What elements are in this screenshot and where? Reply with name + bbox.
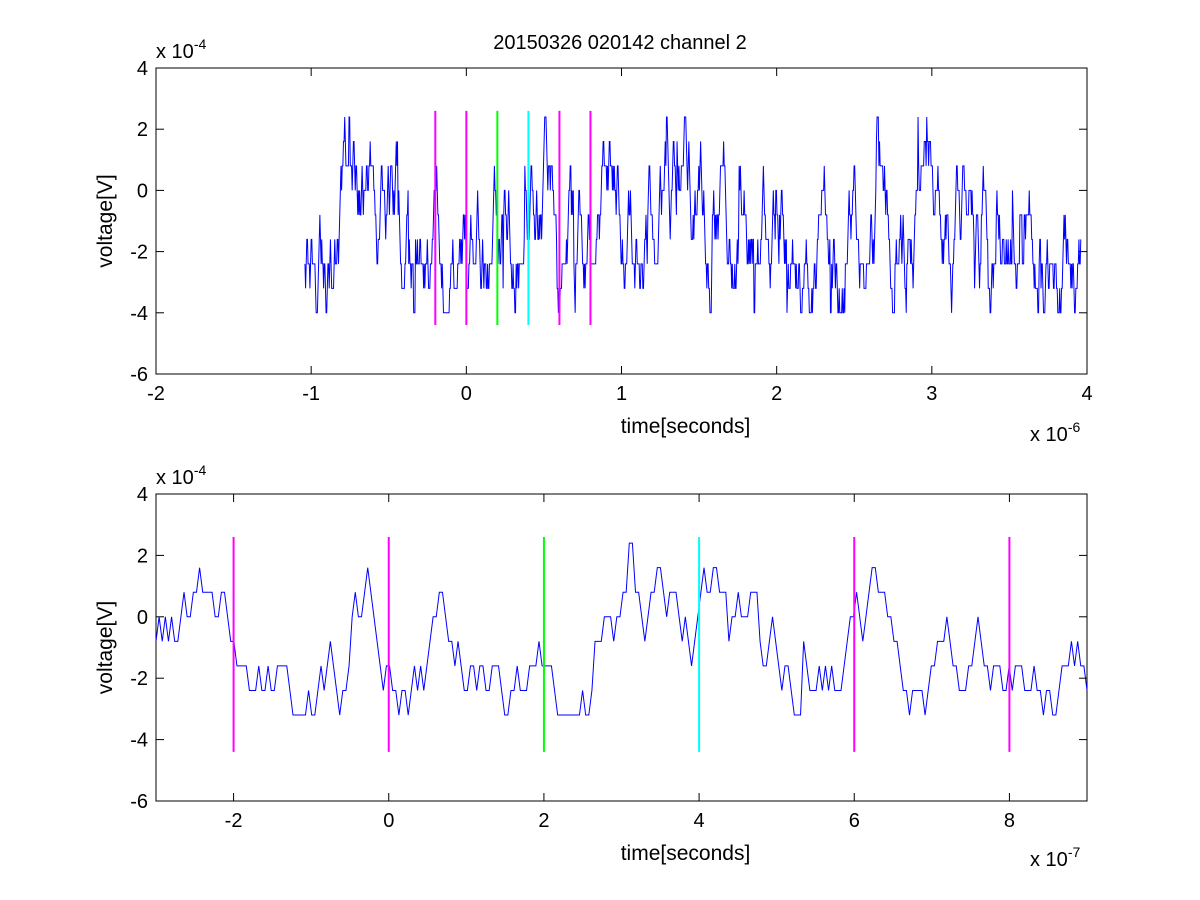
y-tick-label: 2 <box>137 119 148 141</box>
signal-trace <box>155 542 1088 716</box>
y-tick-label: 2 <box>137 545 148 567</box>
y-tick-label: 0 <box>137 180 148 202</box>
x-tick-label: 2 <box>538 810 549 832</box>
y-tick-label: -4 <box>130 730 148 752</box>
y-tick-label: 4 <box>137 58 148 80</box>
y-exponent-label: x 10-4 <box>156 36 206 63</box>
axes-box <box>155 67 1088 375</box>
x-exponent-label: x 10-6 <box>1030 419 1080 446</box>
figure-title: 20150326 020142 channel 2 <box>493 32 747 54</box>
x-tick-label: -2 <box>225 810 243 832</box>
x-tick-label: 1 <box>616 383 627 405</box>
y-tick-label: -6 <box>130 364 148 386</box>
y-tick-label: 4 <box>137 484 148 506</box>
signal-trace <box>304 116 1082 314</box>
y-axis-label: voltage[V] <box>94 601 117 694</box>
x-axis-label: time[seconds] <box>621 415 751 438</box>
x-tick-label: -2 <box>147 383 165 405</box>
y-tick-label: -2 <box>130 668 148 690</box>
y-exponent-label: x 10-4 <box>156 462 206 489</box>
x-tick-label: 2 <box>771 383 782 405</box>
x-axis-label: time[seconds] <box>621 842 751 865</box>
top-axes: -2 -1 0 1 2 3 4 -6 -4 -2 0 2 4 time[seconds] voltage[V… <box>94 36 1093 446</box>
y-tick-label: -2 <box>130 242 148 264</box>
x-tick-label: 0 <box>383 810 394 832</box>
x-tick-label: 0 <box>461 383 472 405</box>
axes-box <box>155 493 1088 802</box>
x-exponent-label: x 10-7 <box>1030 844 1080 871</box>
x-tick-label: 4 <box>694 810 705 832</box>
y-tick-label: -4 <box>130 303 148 325</box>
bottom-axes: -2 0 2 4 6 8 -6 -4 -2 0 2 4 time[seconds] voltage[V] x… <box>94 462 1088 871</box>
x-tick-label: -1 <box>302 383 320 405</box>
y-axis-label: voltage[V] <box>94 174 117 267</box>
y-tick-label: 0 <box>137 607 148 629</box>
x-tick-label: 4 <box>1081 383 1092 405</box>
x-tick-label: 8 <box>1004 810 1015 832</box>
y-tick-label: -6 <box>130 791 148 813</box>
x-tick-label: 3 <box>926 383 937 405</box>
x-tick-label: 6 <box>849 810 860 832</box>
